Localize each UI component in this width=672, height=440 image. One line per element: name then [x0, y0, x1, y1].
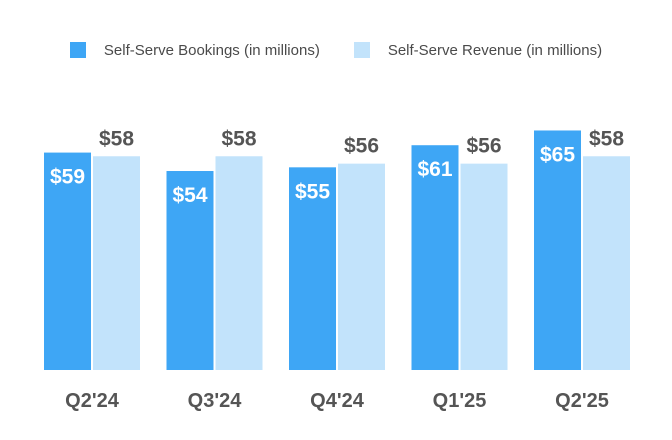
bookings-bar-1 — [44, 152, 91, 370]
bar-group-5: $65 $58 — [534, 127, 630, 370]
bookings-bar-3 — [289, 167, 336, 370]
bar-group-2: $54 $58 — [166, 127, 263, 370]
bar-group-1: $59 $58 — [44, 127, 140, 370]
bookings-bar-5 — [534, 130, 581, 370]
legend-label-revenue: Self-Serve Revenue (in millions) — [387, 41, 603, 59]
revenue-label-1: $58 — [99, 127, 134, 150]
bookings-label-4: $61 — [417, 158, 452, 181]
category-label-4: Q1'25 — [433, 390, 487, 412]
revenue-bar-2 — [215, 156, 263, 370]
legend: Self-Serve Bookings (in millions) Self-S… — [0, 38, 672, 62]
legend-swatch-bookings — [69, 42, 86, 58]
legend-swatch-revenue — [353, 42, 370, 58]
revenue-bar-3 — [338, 163, 385, 370]
revenue-label-3: $56 — [344, 135, 379, 158]
legend-label-bookings: Self-Serve Bookings (in millions) — [103, 41, 320, 59]
bookings-label-5: $65 — [540, 143, 575, 166]
bookings-bar-4 — [411, 145, 459, 370]
revenue-label-5: $58 — [589, 127, 624, 150]
revenue-label-2: $58 — [221, 127, 256, 150]
revenue-bar-5 — [583, 156, 630, 370]
category-label-1: Q2'24 — [65, 390, 120, 412]
bookings-bar-2 — [166, 171, 214, 370]
bookings-label-3: $55 — [295, 180, 330, 203]
revenue-bar-1 — [93, 156, 140, 370]
revenue-bar-4 — [460, 163, 508, 370]
category-label-3: Q4'24 — [310, 390, 365, 412]
legend-item-bookings: Self-Serve Bookings (in millions) — [69, 41, 320, 59]
bar-group-4: $61 $56 — [411, 135, 508, 370]
category-label-2: Q3'24 — [188, 390, 243, 412]
bookings-label-1: $59 — [50, 166, 85, 189]
legend-item-revenue: Self-Serve Revenue (in millions) — [353, 41, 603, 59]
revenue-label-4: $56 — [466, 135, 501, 158]
bookings-label-2: $54 — [172, 184, 207, 207]
bar-group-3: $55 $56 — [289, 135, 385, 370]
category-label-5: Q2'25 — [555, 390, 609, 412]
